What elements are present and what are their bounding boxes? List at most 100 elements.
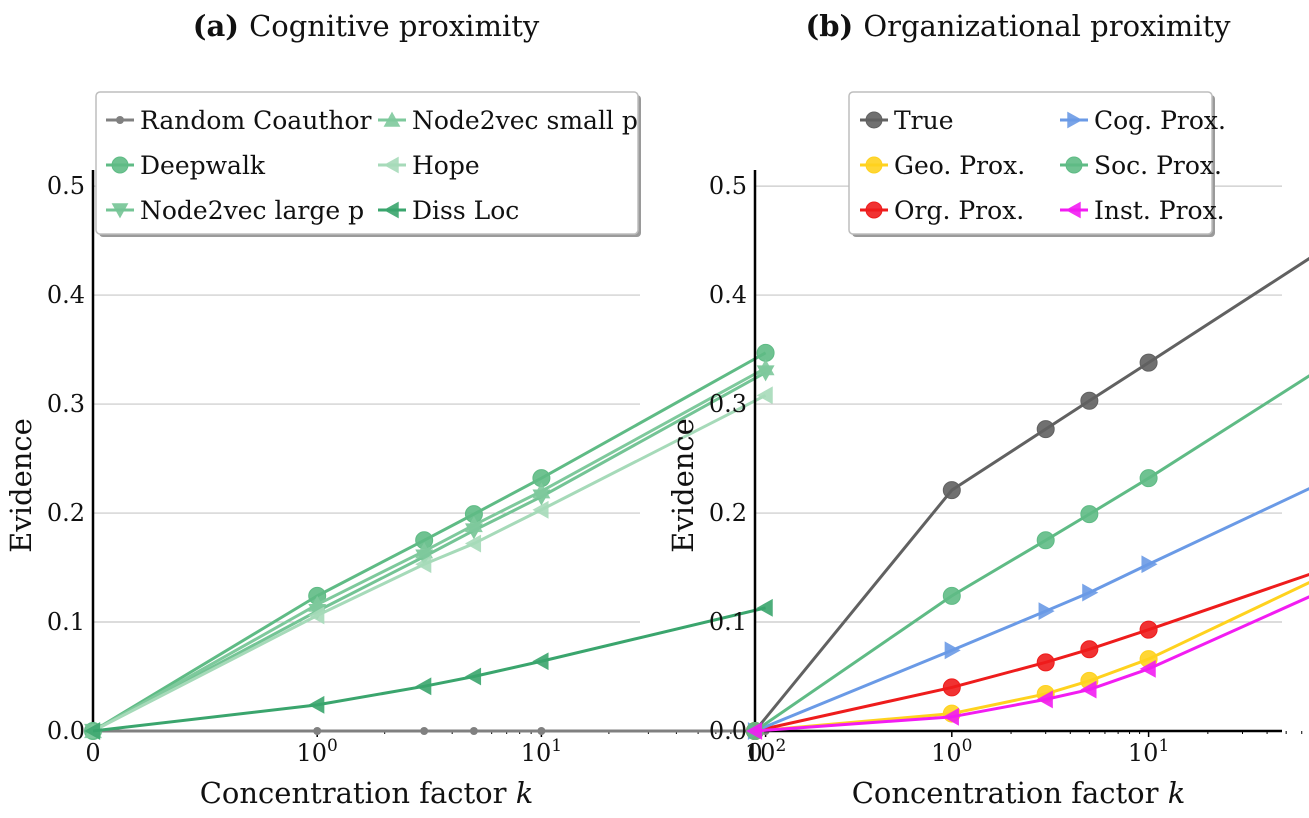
x-tick-label: 100 (931, 736, 972, 767)
series-line (92, 606, 766, 733)
y-tick-label: 0.1 (709, 608, 747, 636)
legend-marker (383, 111, 401, 127)
data-point (313, 727, 322, 735)
data-point (1139, 469, 1158, 488)
legend-marker (865, 156, 883, 174)
panel-label: (a) (193, 9, 249, 43)
legend-item-true: True (860, 106, 954, 135)
y-tick-label: 0.3 (47, 390, 85, 418)
legend: True Cog. Prox. Geo. Prox. Soc. Prox. Org. P… (848, 91, 1226, 237)
legend-marker (383, 201, 399, 219)
data-point (756, 343, 775, 362)
series-line (754, 374, 1309, 733)
legend-label: Inst. Prox. (1094, 196, 1225, 225)
data-point (1080, 680, 1097, 699)
panel-title: Organizational proximity (863, 9, 1231, 43)
series-line (754, 487, 1309, 733)
legend-label: True (894, 106, 954, 135)
y-tick-label: 0.4 (47, 281, 85, 309)
y-tick-label: 0.1 (47, 608, 85, 636)
legend-item-hope: Hope (378, 151, 480, 180)
data-point (942, 678, 961, 697)
x-tick-label: 101 (1128, 736, 1169, 767)
series-line (92, 394, 767, 733)
chart-title: (b) Organizational proximity (805, 9, 1231, 43)
y-tick-label: 0.5 (47, 172, 85, 200)
legend-marker (383, 156, 399, 174)
data-point (464, 667, 482, 686)
data-point (415, 555, 432, 574)
series-random-coauthor (89, 727, 770, 735)
y-axis-label: Evidence (666, 418, 700, 553)
series-line (754, 595, 1309, 733)
legend-marker (1067, 111, 1083, 129)
legend-item-cog-prox: Cog. Prox. (1060, 106, 1226, 135)
series-hope (84, 386, 773, 740)
data-point (532, 500, 549, 519)
legend-marker (116, 116, 124, 124)
legend: Random Coauthor Node2vec small p Deepwalk H… (95, 91, 641, 237)
legend-label: Geo. Prox. (894, 151, 1025, 180)
data-point (1036, 420, 1055, 439)
data-point (1036, 531, 1055, 550)
data-point (944, 641, 961, 660)
chart-title: (a) Cognitive proximity (193, 9, 540, 43)
data-point (746, 722, 763, 740)
legend-marker (111, 203, 129, 219)
data-point (84, 722, 101, 740)
y-tick-label: 0.3 (709, 390, 747, 418)
legend-item-node2vec-large-p: Node2vec large p (106, 196, 364, 225)
y-tick-label: 0.5 (709, 172, 747, 200)
data-point (1036, 690, 1053, 709)
legend-marker (1065, 201, 1081, 219)
x-axis-label: Concentration factor k (852, 776, 1186, 810)
legend-marker (865, 201, 883, 219)
legend-label: Org. Prox. (894, 196, 1024, 225)
legend-item-diss-loc: Diss Loc (378, 196, 519, 225)
series-true (746, 256, 1309, 740)
data-point (415, 542, 434, 559)
series-diss-loc (84, 598, 773, 740)
y-tick-label: 0.0 (709, 717, 747, 745)
series-line (753, 256, 1309, 732)
data-point (756, 359, 775, 376)
data-point (308, 595, 327, 612)
x-tick-label: 102 (745, 736, 786, 767)
data-point (420, 727, 429, 735)
x-tick-label: 0 (85, 739, 100, 767)
legend-box (848, 91, 1213, 235)
data-point (1139, 620, 1158, 639)
series-line (92, 366, 767, 733)
y-tick-label: 0.4 (709, 281, 747, 309)
legend-item-inst-prox: Inst. Prox. (1060, 196, 1225, 225)
data-point (756, 386, 773, 405)
series-geo-prox (746, 581, 1309, 740)
chart-panel-b: (b) Organizational proximity 0.0 0.1 0.2 0.3… (666, 9, 1309, 810)
data-point (469, 727, 478, 735)
legend-label: Deepwalk (140, 151, 266, 180)
legend-label: Node2vec large p (140, 196, 364, 225)
data-point (942, 481, 961, 500)
legend-label: Diss Loc (412, 196, 519, 225)
data-point (942, 586, 961, 605)
data-point (537, 727, 546, 735)
legend-box (95, 91, 639, 235)
data-point (1141, 555, 1158, 574)
legend-item-deepwalk: Deepwalk (106, 151, 266, 180)
x-tick-label: 100 (297, 736, 338, 767)
series-line (754, 572, 1309, 733)
data-point (464, 534, 482, 553)
data-point (1139, 353, 1158, 372)
series-line (754, 581, 1309, 733)
legend-label: Random Coauthor (140, 106, 371, 135)
legend-item-org-prox: Org. Prox. (860, 196, 1024, 225)
series-line (92, 371, 767, 733)
legend-label: Node2vec small p (412, 106, 638, 135)
legend-marker (865, 111, 883, 129)
y-tick-label: 0.2 (47, 499, 85, 527)
legend-label: Cog. Prox. (1094, 106, 1226, 135)
y-axis-label: Evidence (4, 418, 38, 553)
chart-panel-a: (a) Cognitive proximity 0.0 0.1 0.2 0.3 0.4 0.… (4, 9, 786, 810)
data-point (1139, 659, 1156, 678)
